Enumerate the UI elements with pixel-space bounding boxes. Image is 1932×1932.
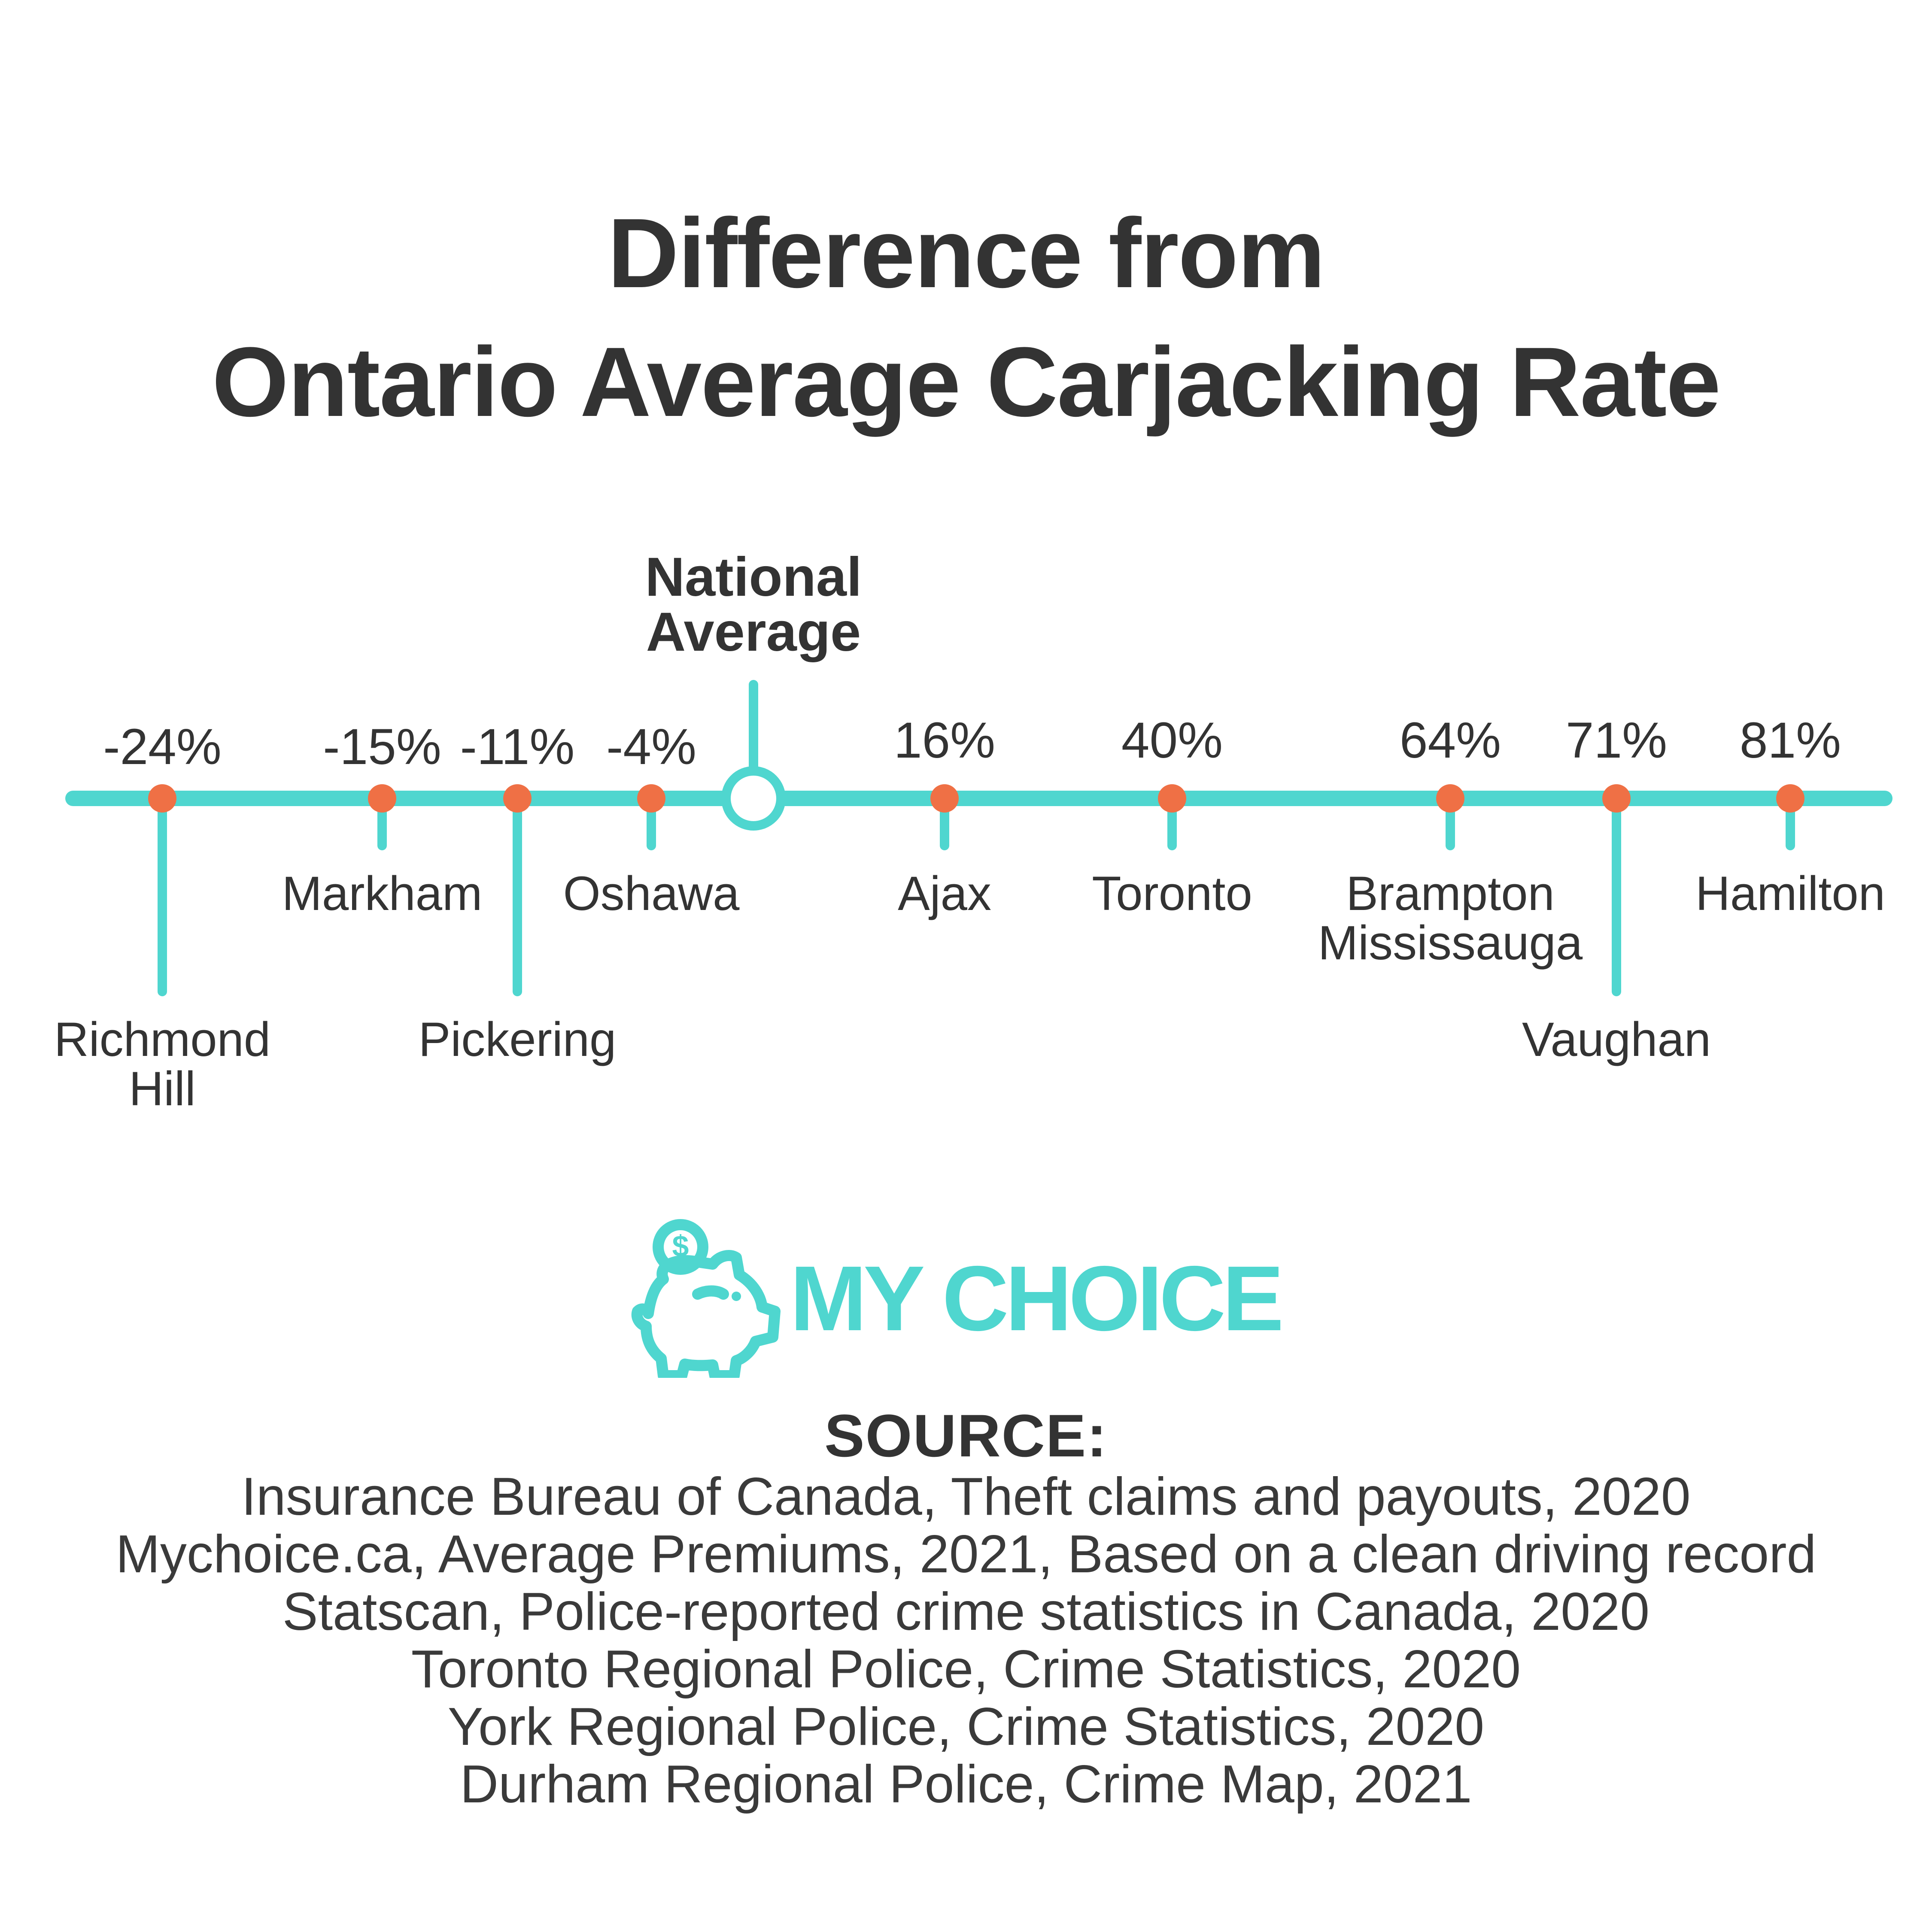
city-point: -4% Oshawa (563, 719, 740, 920)
value-label: -24% (103, 719, 221, 775)
source-block: SOURCE: Insurance Bureau of Canada, Thef… (0, 1402, 1932, 1814)
value-label: -4% (606, 719, 696, 775)
city-label: Mississauga (1318, 916, 1583, 970)
chart-title-line-2: Ontario Average Carjacking Rate (212, 327, 1721, 437)
city-dot (1776, 784, 1804, 813)
piggy-bank-coin-icon: $ (631, 1219, 781, 1378)
national-average-ring (721, 766, 786, 831)
city-label: Pickering (419, 1013, 617, 1066)
source-line: Insurance Bureau of Canada, Theft claims… (241, 1467, 1691, 1526)
city-label: Markham (282, 867, 483, 920)
value-label: -11% (460, 719, 575, 775)
city-label: Ajax (898, 867, 991, 920)
city-label: Richmond (54, 1013, 270, 1066)
city-point: 40% Toronto (1092, 712, 1252, 920)
value-label: 81% (1740, 712, 1841, 769)
value-label: 16% (894, 712, 995, 769)
city-dot (148, 784, 176, 813)
my-choice-logo: $ MY CHOICE (0, 1215, 1932, 1382)
logo-text: MY CHOICE (790, 1247, 1284, 1350)
city-dot (930, 784, 959, 813)
value-label: 40% (1121, 712, 1223, 769)
source-line: York Regional Police, Crime Statistics, … (447, 1697, 1485, 1756)
city-point: -15% Markham (282, 719, 483, 920)
city-label: Hamilton (1695, 867, 1885, 920)
city-label: Toronto (1092, 867, 1252, 920)
city-dot (1158, 784, 1186, 813)
city-label: Brampton (1346, 867, 1555, 920)
chart-title: Difference from Ontario Average Carjacki… (0, 189, 1932, 446)
city-dot (503, 784, 532, 813)
city-dot (1602, 784, 1631, 813)
city-label: Vaughan (1522, 1013, 1711, 1066)
source-label: SOURCE: (824, 1402, 1108, 1469)
city-dot (368, 784, 396, 813)
chart-title-line-1: Difference from (608, 198, 1325, 308)
city-dot (1436, 784, 1464, 813)
city-label: Hill (129, 1062, 196, 1116)
source-line: Durham Regional Police, Crime Map, 2021 (460, 1755, 1472, 1814)
source-line: Statscan, Police-reported crime statisti… (282, 1582, 1650, 1641)
svg-text:$: $ (672, 1229, 689, 1263)
national-average-label: National (645, 546, 862, 608)
source-line: Mychoice.ca, Average Premiums, 2021, Bas… (115, 1525, 1817, 1584)
national-average-label: Average (646, 601, 861, 663)
city-point: 16% Ajax (894, 712, 995, 920)
value-label: -15% (323, 719, 441, 775)
source-line: Toronto Regional Police, Crime Statistic… (411, 1640, 1521, 1699)
city-point: 71% Vaughan (1522, 712, 1711, 1066)
value-label: 71% (1566, 712, 1667, 769)
city-dot (637, 784, 665, 813)
city-point: -11% Pickering (419, 719, 617, 1066)
city-label: Oshawa (563, 867, 740, 920)
value-label: 64% (1400, 712, 1501, 769)
city-point: 81% Hamilton (1695, 712, 1885, 920)
